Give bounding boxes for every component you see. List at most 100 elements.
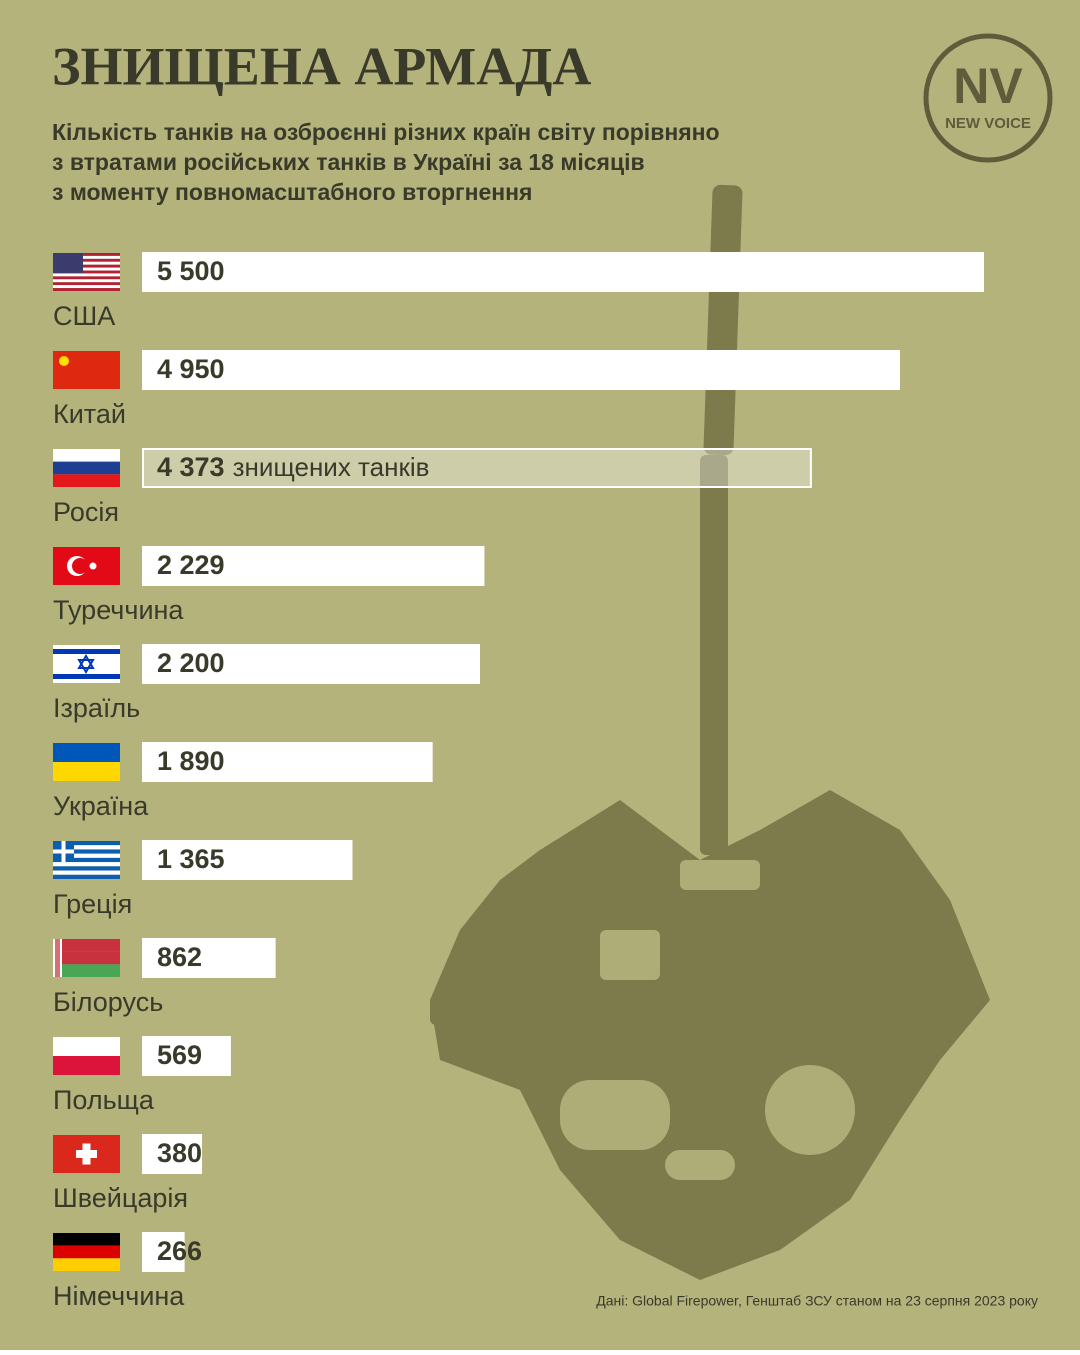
title: ЗНИЩЕНА АРМАДА (52, 36, 591, 96)
flag-part (77, 654, 95, 669)
flag-part (89, 562, 97, 570)
flag-part (53, 951, 120, 965)
flag-part (53, 270, 120, 274)
value-label: 380 (157, 1138, 202, 1168)
value-label-number: 4 373 (157, 452, 225, 482)
value-label: 1 890 (157, 746, 225, 776)
bar (142, 1036, 231, 1076)
flag-part (53, 964, 120, 977)
flag-part (53, 857, 120, 863)
flag-part (53, 649, 120, 654)
flag (53, 351, 120, 389)
bar (142, 644, 480, 684)
flag-part (53, 849, 120, 854)
value-label-number: 5 500 (157, 256, 225, 286)
category-label: Україна (53, 791, 149, 821)
flag-part (53, 1245, 120, 1259)
value-label-number: 266 (157, 1236, 202, 1266)
flag (53, 1135, 120, 1173)
flag-part (53, 853, 120, 858)
logo-name: NEW VOICE (945, 115, 1031, 132)
flag-part (53, 762, 120, 781)
category-label: Росія (53, 497, 119, 527)
category-label: США (53, 301, 115, 331)
flag-part (53, 258, 120, 262)
flag-part (53, 253, 120, 256)
value-label: 4 373 знищених танків (157, 452, 429, 482)
flag-part (53, 449, 120, 462)
flag (53, 1037, 120, 1075)
value-label-number: 2 229 (157, 550, 225, 580)
flag-part (53, 874, 120, 879)
flag-part (53, 461, 120, 475)
flag-part (53, 261, 120, 265)
flag-part (53, 273, 120, 277)
flag-part (53, 866, 120, 871)
value-label-number: 2 200 (157, 648, 225, 678)
category-label: Ізраїль (53, 693, 140, 723)
flag (53, 253, 120, 291)
flag-part (53, 939, 120, 952)
flag-part (53, 253, 83, 273)
flag-part (53, 841, 120, 846)
category-label: Німеччина (53, 1281, 185, 1311)
flag-part (53, 674, 120, 679)
flag-part (82, 1143, 91, 1165)
flag (53, 449, 120, 487)
bar (142, 840, 353, 880)
flag-part (61, 841, 66, 862)
value-label: 4 950 (157, 354, 225, 384)
flag-part (53, 279, 120, 283)
subtitle: з втратами російських танків в Україні з… (52, 149, 645, 175)
flag (53, 1233, 120, 1271)
flag-part (53, 1037, 120, 1056)
flag-part (77, 659, 95, 674)
flag-part (53, 870, 120, 875)
flag-part (53, 474, 120, 487)
category-label: Білорусь (53, 987, 163, 1017)
value-label: 1 365 (157, 844, 225, 874)
flag (53, 645, 120, 683)
flag-part (72, 558, 88, 574)
flag (53, 547, 120, 585)
logo-ring (923, 33, 1053, 163)
flag-part (53, 285, 120, 289)
tank-details (560, 860, 855, 1180)
value-label-number: 569 (157, 1040, 202, 1070)
flag-part (59, 356, 69, 366)
category-label: Греція (53, 889, 132, 919)
flag (53, 841, 120, 879)
bar (142, 938, 276, 978)
subtitle: з моменту повномасштабного вторгнення (52, 179, 532, 205)
value-label-number: 4 950 (157, 354, 225, 384)
value-label-number: 862 (157, 942, 202, 972)
value-label-number: 1 365 (157, 844, 225, 874)
annotation: знищених танків (233, 452, 430, 482)
flag-part (53, 288, 120, 291)
flag (53, 743, 120, 781)
flag-part (53, 1233, 120, 1246)
value-label: 266 (157, 1236, 202, 1266)
value-label: 2 200 (157, 648, 225, 678)
flag-part (53, 282, 120, 286)
flag-part (53, 1056, 120, 1075)
flag-part (53, 1258, 120, 1271)
flag-part (53, 743, 120, 762)
flag (53, 939, 120, 977)
category-label: Туреччина (53, 595, 184, 625)
category-label: Китай (53, 399, 126, 429)
bar (142, 252, 984, 292)
flag-part (55, 939, 60, 977)
flag-part (53, 264, 120, 268)
bar (142, 1134, 203, 1174)
value-label: 2 229 (157, 550, 225, 580)
logo-mark: NV (953, 58, 1023, 114)
flag-part (53, 862, 120, 867)
bar (142, 742, 433, 782)
value-label: 569 (157, 1040, 202, 1070)
value-label-number: 380 (157, 1138, 202, 1168)
bar (142, 350, 900, 390)
value-label-number: 1 890 (157, 746, 225, 776)
